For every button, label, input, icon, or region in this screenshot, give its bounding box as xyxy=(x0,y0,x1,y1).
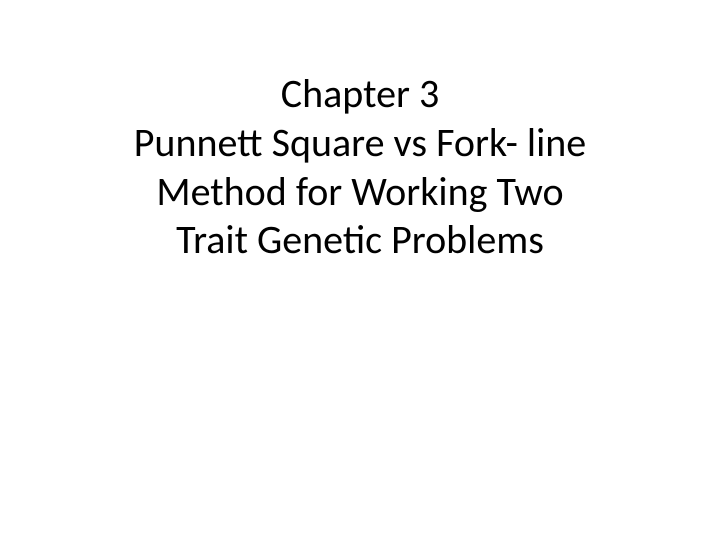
title-line-1: Chapter 3 xyxy=(0,70,720,119)
title-line-4: Trait Genetic Problems xyxy=(0,216,720,265)
title-line-2: Punnett Square vs Fork- line xyxy=(0,119,720,168)
slide: Chapter 3 Punnett Square vs Fork- line M… xyxy=(0,0,720,540)
title-line-3: Method for Working Two xyxy=(0,168,720,217)
slide-title: Chapter 3 Punnett Square vs Fork- line M… xyxy=(0,70,720,265)
